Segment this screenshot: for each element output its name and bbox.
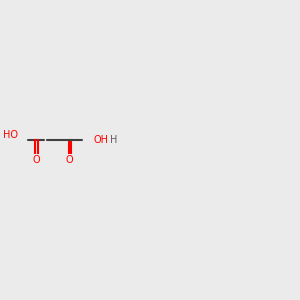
Text: O: O bbox=[66, 155, 74, 165]
Text: O: O bbox=[33, 155, 40, 165]
Text: OH: OH bbox=[94, 135, 109, 145]
Text: HO: HO bbox=[3, 130, 18, 140]
Text: H: H bbox=[110, 135, 117, 145]
